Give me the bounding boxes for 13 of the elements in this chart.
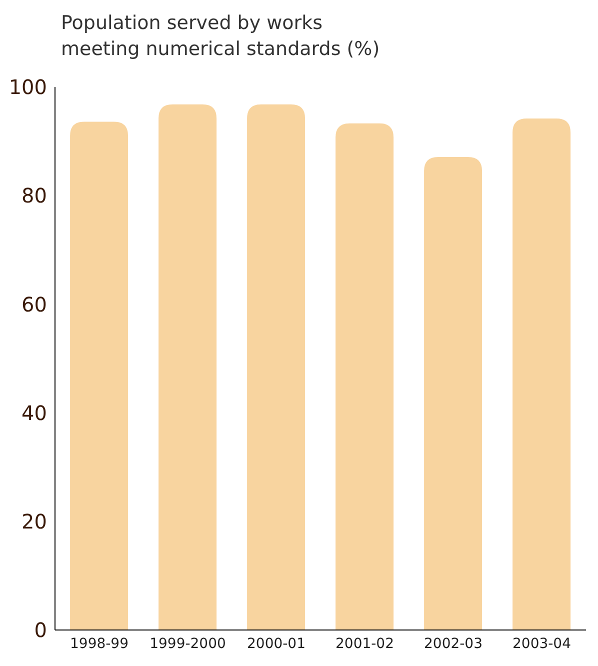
- x-tick-label: 2001-02: [336, 636, 394, 652]
- y-tick-label: 100: [8, 75, 47, 100]
- x-tick-label: 2003-04: [512, 636, 572, 652]
- y-tick-label: 80: [22, 184, 47, 208]
- x-tick-label: 2002-03: [424, 636, 482, 652]
- x-tick-label: 1998-99: [70, 636, 128, 652]
- y-tick-label: 40: [22, 400, 47, 425]
- x-tick-label: 2000-01: [247, 636, 306, 652]
- y-tick-label: 20: [22, 510, 47, 534]
- y-tick-label: 0: [34, 618, 47, 642]
- y-tick-label: 60: [22, 292, 47, 316]
- x-tick-label: 1999-2000: [150, 636, 226, 652]
- chart-title: Population served by works meeting numerical standards (%): [61, 11, 380, 62]
